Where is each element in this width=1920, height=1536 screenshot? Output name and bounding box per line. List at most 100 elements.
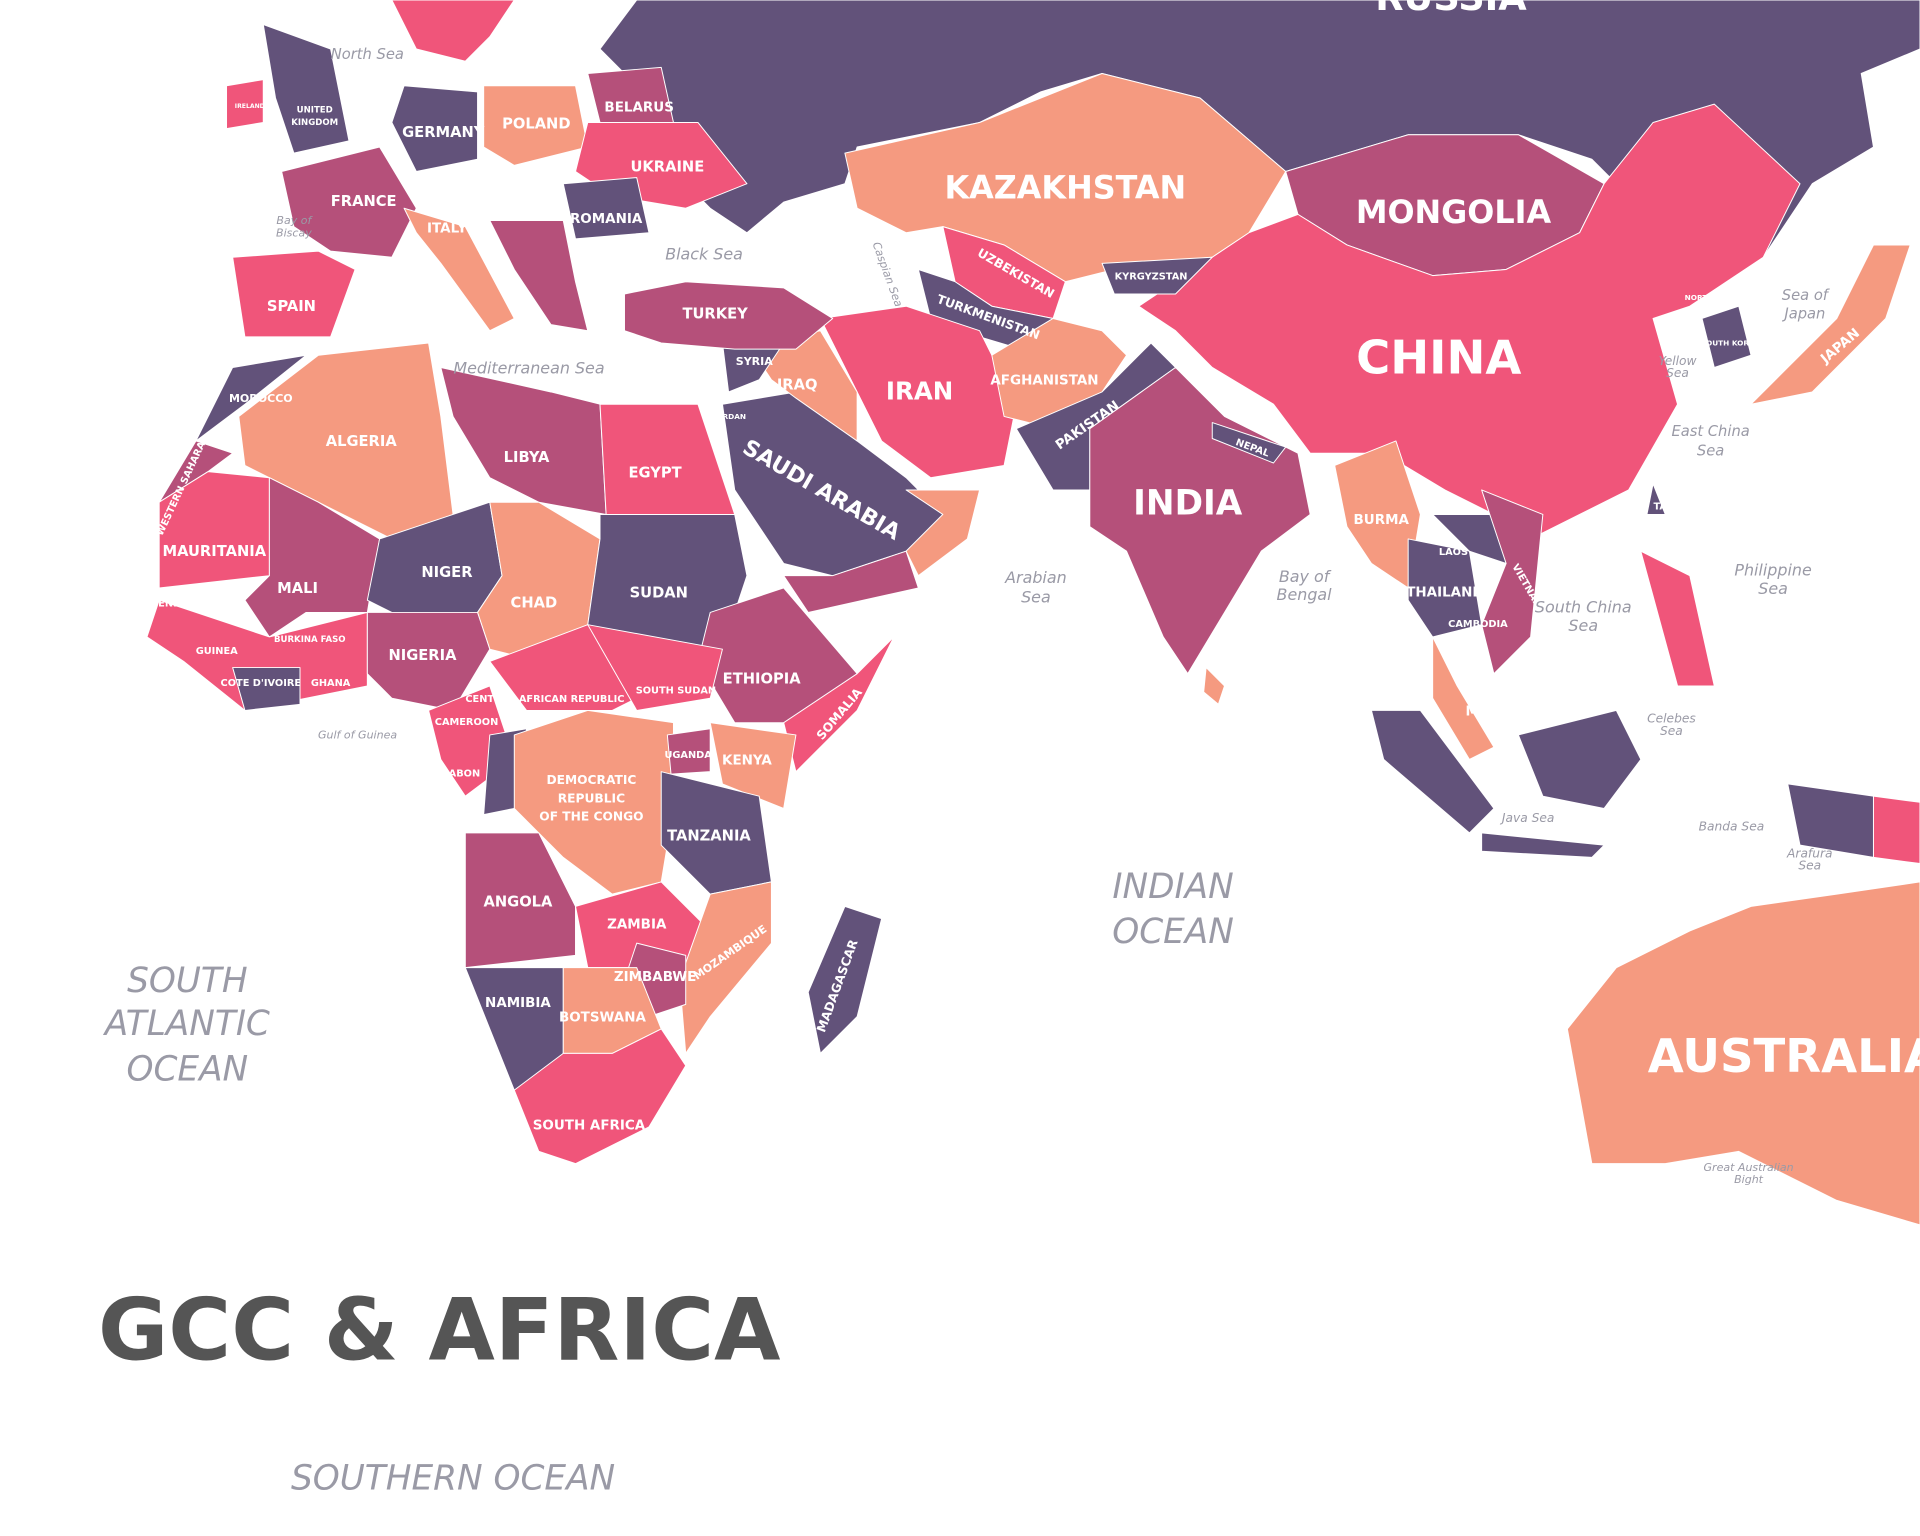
country-mozambique [679,881,772,1054]
sea-label: OCEAN [1112,912,1234,952]
country-sumatra [1370,709,1495,834]
country-label: THAILAND [1406,585,1483,601]
country-borneo [1517,709,1642,809]
country-label: SUDAN [630,585,688,602]
sea-label: Sea [1798,859,1821,873]
country-mali [244,477,381,638]
sea-label: Philippine [1734,561,1812,580]
country-label: IRELAND [235,103,265,110]
sea-label: East China [1671,423,1749,440]
sea-label: Celebes [1647,712,1696,726]
country-label: MAURITANIA [162,543,266,560]
sea-label: Sea of [1782,287,1831,304]
sea-label: Yellow [1659,354,1698,368]
country-label: ANGOLA [483,893,553,910]
sea-label: Sea [1666,366,1689,380]
country-label: ZIMBABWE [614,969,696,985]
country-label: SOUTH SUDAN [636,685,716,696]
country-label: KINGDOM [291,118,338,128]
country-label: CHAD [511,595,558,612]
country-label: ALGERIA [326,433,398,450]
country-label: UKRAINE [630,158,704,175]
country-south-sudan [587,624,723,711]
country-oman [905,489,981,577]
sea-label: Bay of [1279,567,1332,586]
sea-label: Banda Sea [1699,819,1765,833]
country-label: SOUTH AFRICA [533,1117,646,1133]
country-label: RUSSIA [1375,0,1527,19]
country-angola [464,832,576,969]
country-label: COTE D'IVOIRE [221,678,302,689]
country-label: GABON [441,769,481,780]
sea-label: Sea [1697,443,1724,460]
country-label: LIBYA [504,449,550,466]
country-taiwan [1646,483,1666,515]
country-label: ETHIOPIA [723,670,802,687]
country-label: FRANCE [331,193,397,210]
country-afghanistan [991,317,1128,430]
country-label: CHINA [1356,331,1521,385]
country-scandinavia [391,0,515,62]
country-australia [1566,881,1920,1226]
country-label: ROMANIA [570,211,643,227]
country-china [1138,103,1801,540]
sea-label: Sea [1021,588,1051,607]
country-label: BELARUS [604,99,673,115]
sea-label: SOUTHERN OCEAN [291,1458,615,1498]
sea-label: Mediterranean Sea [453,359,604,378]
country-label: IRAQ [777,377,818,394]
sea-label: Caspian Sea [870,240,906,309]
country-kyrgyzstan [1101,256,1213,295]
country-romania [562,177,650,240]
sea-label: Gulf of Guinea [318,729,397,742]
country-poland [483,85,589,166]
country-thailand [1407,538,1483,638]
country-cote-divoire [232,667,301,711]
country-iraq [746,330,858,442]
country-uganda [666,728,711,775]
country-label: INDONESIA [1547,821,1632,837]
country-morocco [195,354,307,442]
country-west-africa [146,599,368,711]
country-label: SYRIA [736,355,773,368]
country-vietnam [1481,489,1544,675]
sea-label: ATLANTIC [103,1004,270,1044]
sea-label: Great Australian [1704,1161,1794,1174]
country-label: AUSTRALIA [1648,1029,1920,1083]
country-label: KYRGYZSTAN [1115,271,1188,282]
country-label: MALI [277,580,318,597]
country-label: BURMA [1354,512,1410,528]
sea-label: Bengal [1277,585,1333,604]
country-malaysia [1432,636,1495,760]
sea-label: South China [1535,597,1632,616]
country-somalia [783,636,895,773]
sea-label: Sea [1758,579,1788,598]
country-label: NAMIBIA [485,995,551,1011]
country-label: GHANA [311,678,351,689]
sea-label: Black Sea [665,245,743,264]
country-label: TAJIKISTAN [1085,309,1138,319]
country-label: KENYA [722,752,772,768]
country-papua-new-guinea [1872,795,1920,865]
map-title: GCC & AFRICA [98,1281,781,1381]
sea-labels: North Sea Black Sea Mediterranean Sea Bay o… [103,46,1833,1499]
sea-label: Bay of [276,214,313,227]
country-label: JORDAN [713,412,746,421]
country-label: EGYPT [629,465,682,482]
country-label: POLAND [502,116,570,133]
country-label: MALAYSIA [1465,703,1542,719]
country-madagascar [807,905,883,1054]
country-label: IRAN [886,376,953,405]
country-philippines [1640,550,1715,687]
country-label: CAMEROON [435,717,499,728]
country-label: INDIA [1133,483,1243,523]
country-label: SOUTH KOREA [1701,338,1760,347]
sea-label: Biscay [276,226,312,239]
sea-label: SOUTH [127,961,248,1001]
country-label: CENTRAL AFRICAN REPUBLIC [465,694,624,705]
sea-label: Arabian [1004,568,1067,587]
sea-label: Java Sea [1500,811,1555,825]
country-turkey [624,281,834,350]
country-iran [819,305,1017,479]
